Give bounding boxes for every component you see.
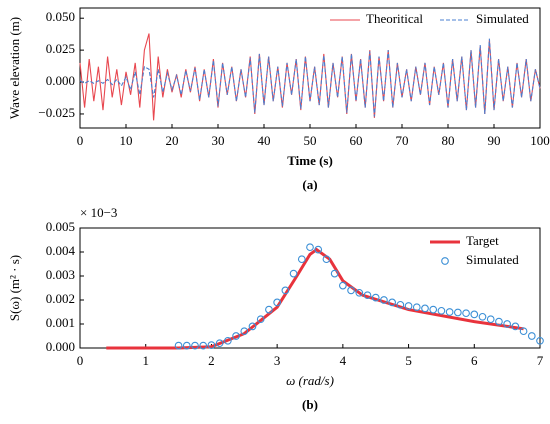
data-point <box>478 312 487 321</box>
data-point <box>421 304 429 313</box>
data-point <box>256 315 265 324</box>
data-point <box>240 327 249 336</box>
y-tick-label: −0.025 <box>38 105 75 120</box>
data-point <box>339 281 347 290</box>
x-tick-label: 6 <box>471 353 478 368</box>
data-point <box>265 305 273 314</box>
x-tick-label: 10 <box>120 133 133 148</box>
y-tick-label: 0.003 <box>46 267 75 282</box>
data-point <box>363 291 372 300</box>
data-point <box>273 298 281 307</box>
data-point <box>380 296 388 304</box>
data-point <box>371 293 380 302</box>
data-point <box>519 327 528 336</box>
x-tick-label: 4 <box>340 353 347 368</box>
plot-frame <box>79 227 541 349</box>
data-point <box>224 336 232 345</box>
data-point <box>289 269 298 278</box>
data-point <box>182 341 191 350</box>
data-point <box>388 298 396 307</box>
data-point <box>281 286 290 295</box>
data-point <box>527 332 536 340</box>
legend-label: Simulated <box>466 252 519 267</box>
y-tick-label: 0.000 <box>46 73 75 88</box>
x-tick-label: 90 <box>488 133 501 148</box>
x-tick-label: 80 <box>442 133 455 148</box>
x-tick-label: 20 <box>166 133 179 148</box>
x-tick-label: 70 <box>396 133 409 148</box>
data-point <box>199 341 208 350</box>
x-axis-label: ω (rad/s) <box>286 373 334 388</box>
data-point <box>470 310 479 319</box>
offset-text: × 10−3 <box>80 205 117 220</box>
x-tick-label: 3 <box>274 353 281 368</box>
y-tick-label: 0.025 <box>46 41 75 56</box>
data-point <box>429 305 438 314</box>
data-point <box>191 341 199 350</box>
y-tick-label: 0.050 <box>46 9 75 24</box>
data-point <box>454 308 462 317</box>
y-tick-label: 0.004 <box>46 243 76 258</box>
data-point <box>297 255 306 264</box>
data-point <box>314 245 323 254</box>
y-axis-label: S(ω) (m² · s) <box>7 255 22 321</box>
x-tick-label: 60 <box>350 133 363 148</box>
data-point <box>355 288 364 297</box>
legend-label: Target <box>466 233 499 248</box>
data-point <box>330 269 339 278</box>
x-tick-label: 40 <box>258 133 271 148</box>
data-line <box>106 247 524 350</box>
x-tick-label: 2 <box>208 353 215 368</box>
legend-marker <box>441 257 449 265</box>
legend-label: Theoritical <box>366 11 423 26</box>
data-point <box>536 336 544 345</box>
y-axis-label: Wave elevation (m) <box>7 17 22 119</box>
data-point <box>412 303 421 312</box>
data-point <box>396 300 405 309</box>
data-point <box>404 302 413 310</box>
x-tick-label: 0 <box>77 353 84 368</box>
x-tick-label: 1 <box>142 353 149 368</box>
data-point <box>347 286 355 295</box>
data-point <box>495 317 503 326</box>
data-point <box>437 306 446 315</box>
data-point <box>503 320 511 328</box>
caption: (b) <box>302 397 318 412</box>
data-point <box>232 332 240 340</box>
y-tick-label: 0.005 <box>46 219 75 234</box>
x-tick-label: 7 <box>537 353 544 368</box>
data-point <box>248 322 257 331</box>
y-tick-label: 0.001 <box>46 315 75 330</box>
x-tick-label: 100 <box>530 133 550 148</box>
x-tick-label: 0 <box>77 133 84 148</box>
data-line <box>79 38 541 117</box>
legend-label: Simulated <box>476 11 529 26</box>
data-line <box>79 33 541 121</box>
caption: (a) <box>302 177 317 192</box>
x-tick-label: 30 <box>212 133 225 148</box>
y-tick-label: 0.000 <box>46 339 75 354</box>
data-point <box>462 309 470 318</box>
data-point <box>486 315 495 324</box>
data-point <box>215 339 224 348</box>
data-point <box>306 243 314 252</box>
data-point <box>322 255 331 264</box>
y-tick-label: 0.002 <box>46 291 75 306</box>
data-point <box>445 308 454 316</box>
data-point <box>207 341 216 349</box>
data-point <box>174 341 183 350</box>
plot-frame <box>79 7 541 129</box>
x-tick-label: 5 <box>405 353 412 368</box>
x-axis-label: Time (s) <box>287 153 333 168</box>
x-tick-label: 50 <box>304 133 317 148</box>
data-point <box>511 322 520 331</box>
